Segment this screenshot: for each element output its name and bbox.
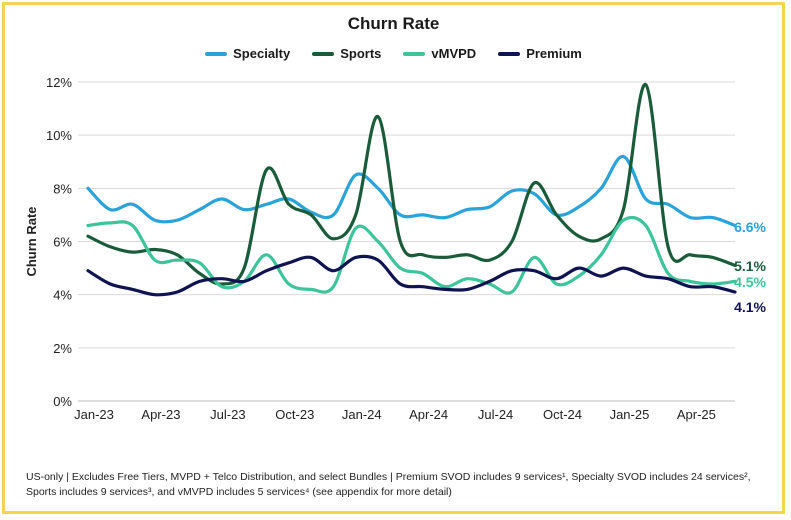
y-tick-label: 4% — [53, 288, 72, 303]
x-tick-label: Oct-24 — [543, 407, 582, 422]
x-tick-label: Oct-23 — [275, 407, 314, 422]
end-label-sports: 5.1% — [734, 258, 766, 274]
legend-swatch-specialty — [205, 51, 228, 56]
y-axis-ticks: 0% 2% 4% 6% 8% 10% 12% — [46, 75, 72, 409]
legend-label-specialty: Specialty — [233, 46, 291, 61]
y-tick-label: 12% — [46, 75, 72, 90]
series-line-vmvpd — [86, 215, 737, 295]
legend-label-premium: Premium — [526, 46, 582, 61]
series-line-specialty — [86, 154, 737, 228]
chart-legend: Specialty Sports vMVPD Premium — [0, 46, 787, 61]
footnote: US-only | Excludes Free Tiers, MVPD + Te… — [26, 471, 751, 498]
x-tick-label: Apr-23 — [141, 407, 180, 422]
x-tick-label: Jan-23 — [74, 407, 114, 422]
x-tick-label: Apr-25 — [677, 407, 716, 422]
series-line-premium — [86, 254, 737, 297]
y-tick-label: 0% — [53, 394, 72, 409]
legend-swatch-sports — [312, 51, 335, 56]
grid-lines — [78, 81, 735, 349]
x-tick-label: Apr-24 — [409, 407, 448, 422]
y-axis-label: Churn Rate — [24, 206, 39, 276]
legend-swatch-vmvpd — [403, 51, 426, 56]
legend-swatch-premium — [498, 51, 521, 56]
legend-item-vmvpd: vMVPD — [403, 46, 476, 61]
y-tick-label: 10% — [46, 128, 72, 143]
series-end-labels: 6.6% 5.1%4.5% 4.1% — [734, 219, 766, 315]
line-chart: 0% 2% 4% 6% 8% 10% 12% Jan-23 Apr-23 Jul-23 Oct-2… — [24, 75, 767, 422]
chart-title: Churn Rate — [347, 14, 440, 33]
legend-item-specialty: Specialty — [205, 46, 290, 61]
x-axis-ticks: Jan-23 Apr-23 Jul-23 Oct-23 Jan-24 Apr-24 Jul-… — [74, 407, 716, 422]
x-tick-label: Jul-24 — [478, 407, 513, 422]
x-tick-label: Jan-25 — [610, 407, 650, 422]
series-lines — [86, 83, 737, 297]
end-label-vmvpd: 4.5% — [734, 274, 766, 290]
end-label-specialty: 6.6% — [734, 219, 766, 235]
legend-item-sports: Sports — [312, 46, 381, 61]
x-tick-label: Jan-24 — [342, 407, 382, 422]
y-tick-label: 6% — [53, 235, 72, 250]
legend-item-premium: Premium — [498, 46, 582, 61]
series-line-sports — [86, 83, 737, 286]
legend-label-sports: Sports — [340, 46, 382, 61]
chart-frame — [2, 2, 785, 514]
end-label-premium: 4.1% — [734, 299, 766, 315]
x-tick-label: Jul-23 — [210, 407, 245, 422]
y-tick-label: 8% — [53, 181, 72, 196]
y-tick-label: 2% — [53, 341, 72, 356]
legend-label-vmvpd: vMVPD — [431, 46, 477, 61]
